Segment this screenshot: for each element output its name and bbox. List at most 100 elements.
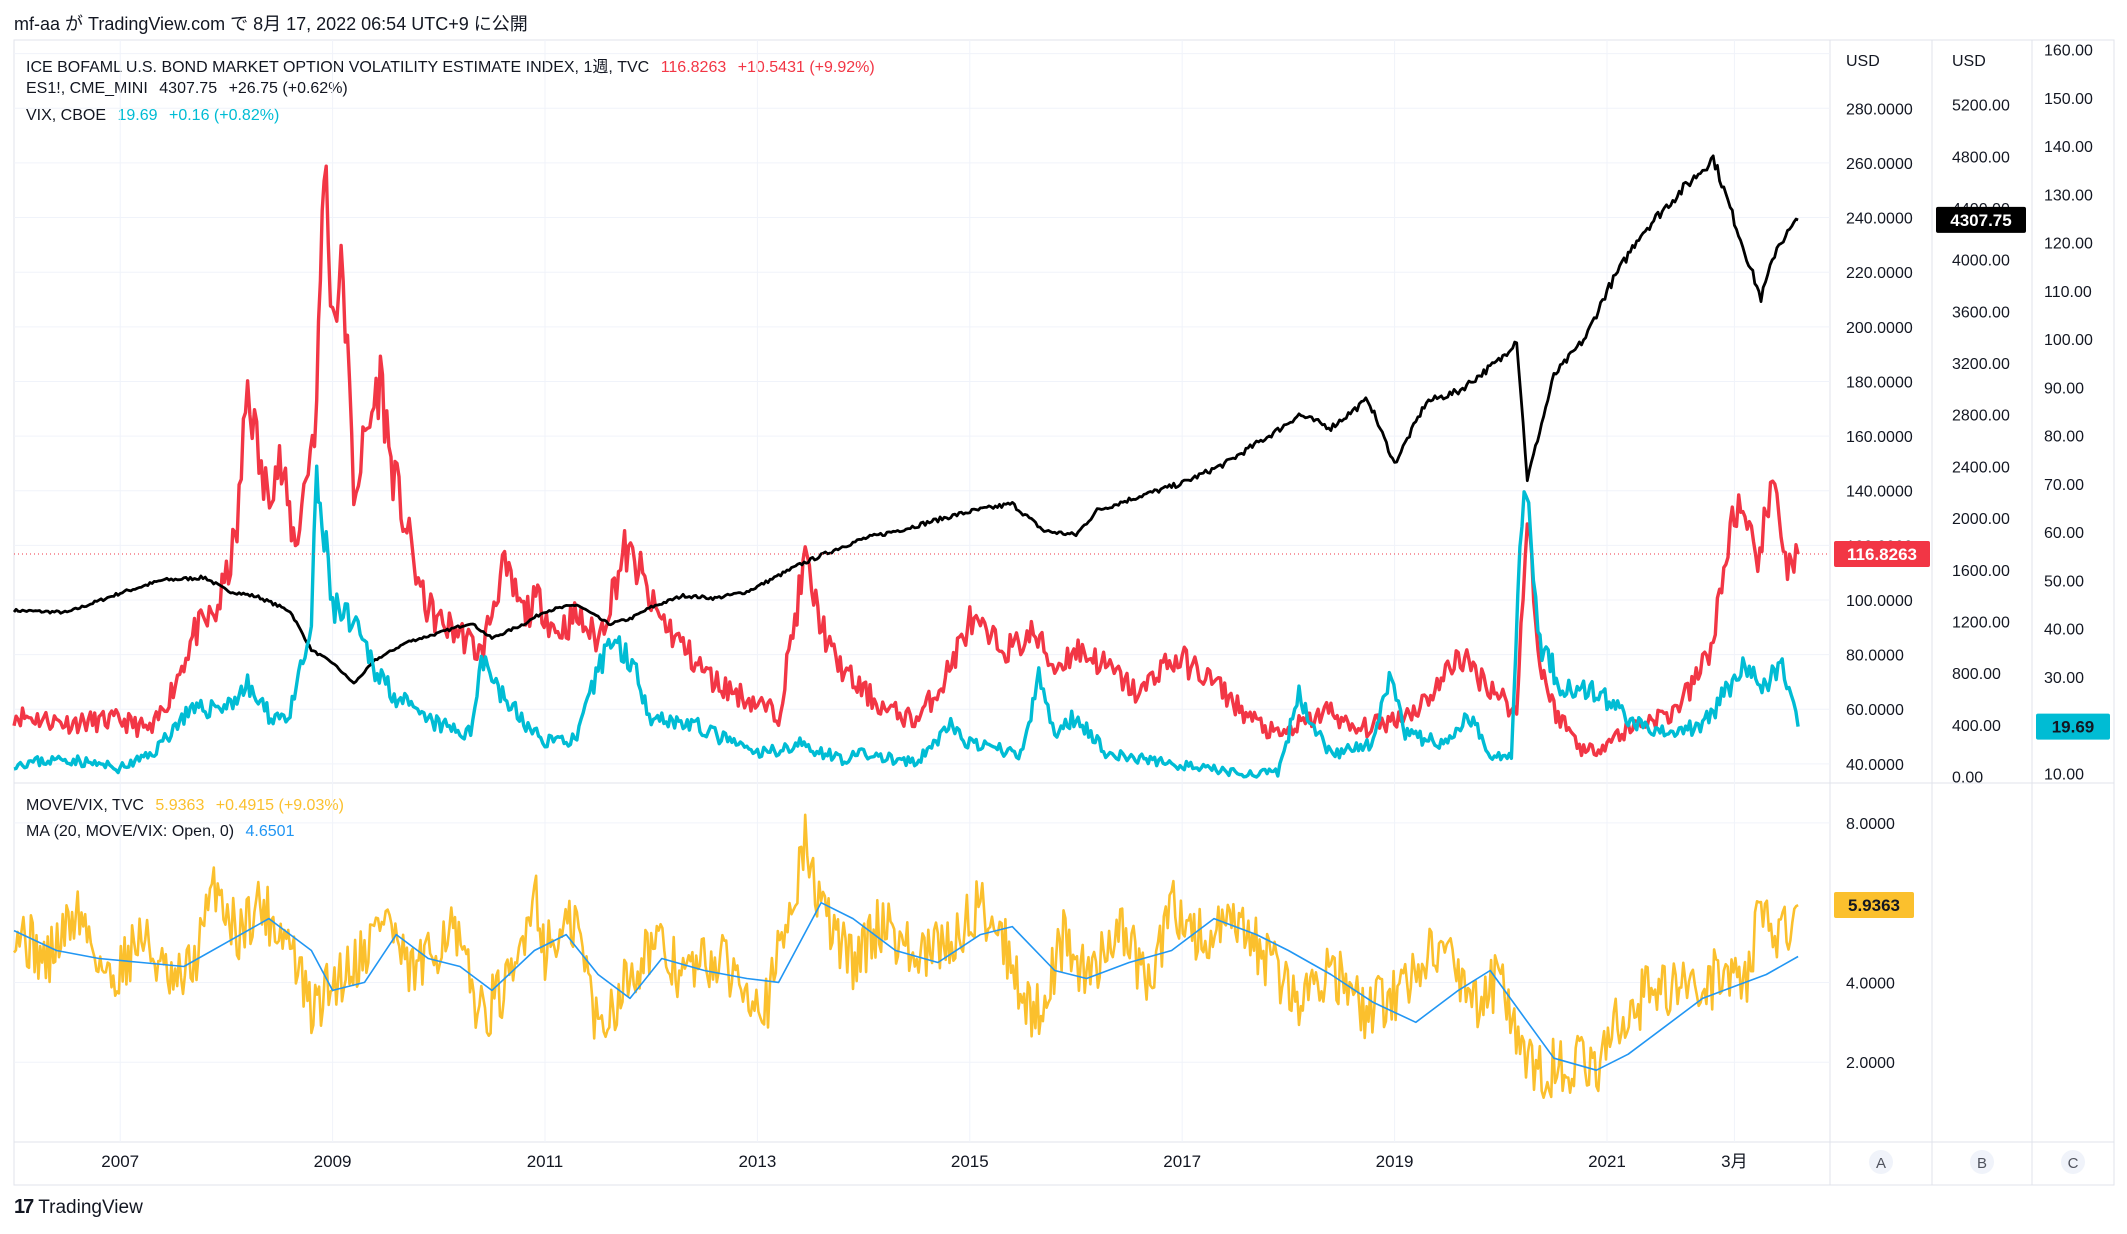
tradingview-logo: 17 TradingView [14,1196,143,1219]
scale-B-tick: 0.00 [1952,770,1983,787]
tradingview-brand-text: TradingView [38,1196,143,1218]
scale-A-tick: 260.0000 [1846,156,1913,173]
scale-C-tick: 30.00 [2044,670,2084,687]
time-axis-label: 2017 [1163,1152,1201,1171]
scale-C-tick: 70.00 [2044,477,2084,494]
upper-gridlines [14,53,1830,765]
legend-vix-value: 19.69 [117,107,158,124]
legend-vix[interactable]: VIX, CBOE 19.69 +0.16 (+0.82%) [26,107,286,125]
time-axis: 2007 2009 2011 2013 2015 2017 2019 2021 3月 [101,1152,1747,1171]
last-value-tag-vix: 19.69 [2036,713,2110,740]
scale-C-tick: 160.00 [2044,43,2093,60]
legend-vix-name: VIX, CBOE [26,107,107,124]
scale-button-label: B [1977,1155,1987,1172]
time-axis-label: 2011 [527,1152,564,1171]
legend-ma-name: MA (20, MOVE/VIX: Open, 0) [26,823,235,840]
time-axis-label: 2015 [951,1152,989,1171]
scale-C-tick: 130.00 [2044,187,2093,204]
publication-header: mf-aa が TradingView.com で 8月 17, 2022 06… [14,14,528,34]
price-scale-C: 160.00 150.00 140.00 130.00 120.00 110.00 100.… [2044,43,2093,784]
last-value-tag-vix-bg [2036,713,2110,740]
scale-button-c[interactable] [2061,1150,2085,1174]
time-axis-label: 2019 [1376,1152,1414,1171]
legend-es[interactable]: ES1!, CME_MINI 4307.75 +26.75 (+0.62%) [26,80,355,98]
scale-A-tick: 220.0000 [1846,265,1913,282]
scale-C-tick: 140.00 [2044,139,2093,156]
price-scale-B: USD5200.004800.004400.004000.003600.0032… [1952,53,2010,787]
lower-scale-tick: 4.0000 [1846,975,1895,992]
scale-B-tick: 4800.00 [1952,149,2010,166]
scale-A-tick: 200.0000 [1846,320,1913,337]
legend-move[interactable]: ICE BOFAML U.S. BOND MARKET OPTION VOLAT… [26,53,882,77]
tradingview-logo-icon: 17 [14,1196,34,1218]
scale-A-tick: 280.0000 [1846,101,1913,118]
legend-move-change: +10.5431 (+9.92%) [737,59,875,76]
scale-button-label: A [1876,1155,1886,1172]
scale-B-tick: 4000.00 [1952,253,2010,270]
scale-B-tick: 2000.00 [1952,511,2010,528]
chart-frame [13,39,2115,1186]
legend-ma-value: 4.6501 [245,823,295,840]
scale-A-currency: USD [1846,53,1880,70]
scale-A-tick: 240.0000 [1846,211,1913,228]
price-scale-lower: 8.0000 4.0000 2.0000 [1846,816,1895,1072]
legend-ma[interactable]: MA (20, MOVE/VIX: Open, 0) 4.6501 [26,823,301,841]
scale-C-tick: 80.00 [2044,429,2084,446]
scale-buttons: A B C [1869,1150,2085,1174]
legend-move-name: ICE BOFAML U.S. BOND MARKET OPTION VOLAT… [26,59,650,76]
scale-A-tick: 60.0000 [1846,702,1904,719]
scale-A-tick: 180.0000 [1846,374,1913,391]
series-layer [12,154,1800,1099]
scale-button-b[interactable] [1970,1150,1994,1174]
last-value-tag-move: 116.8263 [1834,541,1930,568]
scale-B-tick: 2800.00 [1952,408,2010,425]
scale-A-tick: 140.0000 [1846,484,1913,501]
last-value-tag-ratio-text: 5.9363 [1848,896,1900,915]
last-value-tag-ratio: 5.9363 [1834,892,1914,919]
scale-B-tick: 1200.00 [1952,614,2010,631]
scale-A-tick: 160.0000 [1846,429,1913,446]
time-axis-label: 2007 [101,1152,139,1171]
legend-ratio-name: MOVE/VIX, TVC [26,797,144,814]
last-value-tag-ratio-bg [1834,892,1914,919]
scale-C-tick: 40.00 [2044,622,2084,639]
last-value-tag-es-bg [1936,206,2026,233]
scale-C-tick: 110.00 [2044,284,2092,301]
lower-scale-tick: 2.0000 [1846,1055,1895,1072]
scale-A-tick: 80.0000 [1846,648,1904,665]
time-axis-label: 2009 [314,1152,352,1171]
time-axis-label: 3月 [1721,1152,1747,1171]
last-value-tag-move-text: 116.8263 [1847,545,1917,564]
legend-ratio[interactable]: MOVE/VIX, TVC 5.9363 +0.4915 (+9.03%) [26,797,351,815]
legend-move-value: 116.8263 [660,59,727,76]
scale-B-tick: 5200.00 [1952,98,2010,115]
scale-C-tick: 60.00 [2044,525,2084,542]
series-line-move [12,164,1800,758]
legend-es-change: +26.75 (+0.62%) [228,80,348,97]
legend-vix-change: +0.16 (+0.82%) [168,107,280,124]
legend-es-value: 4307.75 [159,80,218,97]
last-value-tag-vix-text: 19.69 [2052,718,2095,737]
scale-C-tick: 100.00 [2044,332,2093,349]
scale-C-tick: 120.00 [2044,236,2093,253]
series-line-vix [13,464,1800,779]
scale-B-currency: USD [1952,53,1986,70]
scale-C-tick: 150.00 [2044,91,2093,108]
scale-B-tick: 2400.00 [1952,459,2010,476]
scale-button-label: C [2068,1155,2079,1172]
scale-B-tick: 800.00 [1952,666,2001,683]
last-value-tag-move-bg [1834,541,1930,568]
time-axis-label: 2013 [738,1152,776,1171]
scale-B-tick: 400.00 [1952,718,2001,735]
scale-A-tick: 100.0000 [1846,593,1913,610]
scale-button-a[interactable] [1869,1150,1893,1174]
scale-A-tick: 40.0000 [1846,757,1904,774]
series-line-ma [13,901,1799,1071]
last-value-tag-es-text: 4307.75 [1950,211,2011,230]
price-scale-A: USD 280.0000 260.0000 240.0000 220.0000 200.0… [1846,53,1913,774]
last-value-tag-es: 4307.75 [1936,206,2026,233]
series-line-es [12,154,1799,685]
scale-C-tick: 50.00 [2044,573,2084,590]
